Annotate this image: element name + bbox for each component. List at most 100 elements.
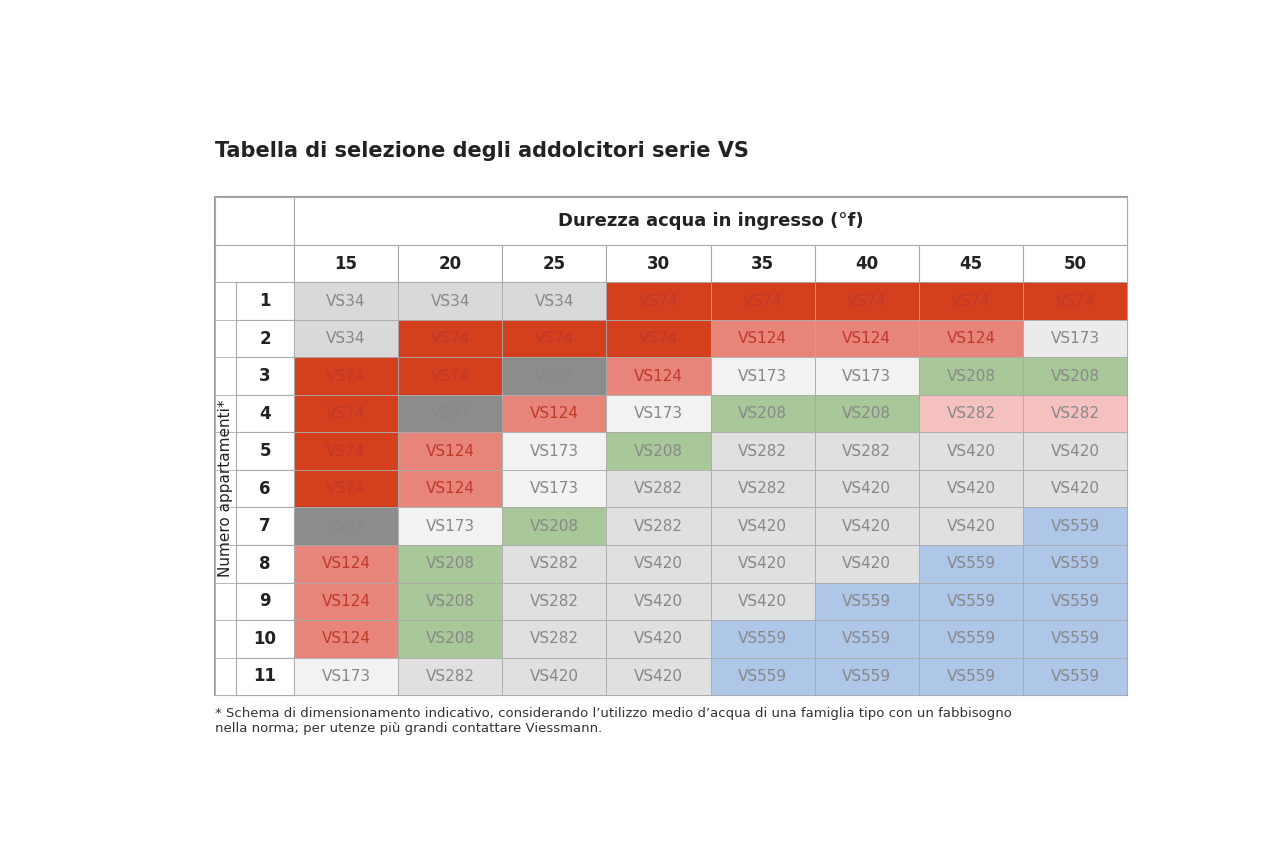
Bar — [237, 507, 294, 545]
Bar — [710, 583, 814, 620]
Bar — [398, 283, 502, 320]
Bar — [919, 545, 1023, 583]
Text: VS420: VS420 — [946, 481, 996, 496]
Bar — [237, 432, 294, 470]
Text: VS124: VS124 — [946, 331, 996, 346]
Text: 11: 11 — [253, 667, 276, 685]
Bar — [294, 620, 398, 658]
Bar — [502, 395, 607, 432]
Bar — [814, 283, 919, 320]
Bar — [294, 245, 398, 283]
Text: VS282: VS282 — [739, 481, 787, 496]
Text: VS124: VS124 — [739, 331, 787, 346]
Text: VS34: VS34 — [535, 294, 573, 309]
Bar — [710, 357, 814, 395]
Bar — [607, 395, 710, 432]
Bar — [502, 507, 607, 545]
Text: 8: 8 — [260, 555, 271, 573]
Text: VS173: VS173 — [1051, 331, 1100, 346]
Text: 6: 6 — [260, 480, 271, 498]
Bar — [607, 620, 710, 658]
Bar — [294, 283, 398, 320]
Text: 3: 3 — [260, 367, 271, 386]
Bar — [814, 395, 919, 432]
Text: 40: 40 — [855, 254, 878, 272]
Bar — [215, 470, 237, 507]
Bar — [398, 245, 502, 283]
Text: VS173: VS173 — [530, 481, 579, 496]
Bar — [919, 395, 1023, 432]
Text: VS420: VS420 — [634, 669, 684, 684]
Text: VS173: VS173 — [530, 443, 579, 459]
Text: VS559: VS559 — [739, 669, 787, 684]
Bar — [237, 283, 294, 320]
Bar — [398, 658, 502, 695]
Text: VS34: VS34 — [430, 294, 470, 309]
Bar — [215, 320, 237, 357]
Text: VS74: VS74 — [639, 294, 678, 309]
Bar — [398, 432, 502, 470]
Text: VS420: VS420 — [634, 631, 684, 647]
Bar — [294, 583, 398, 620]
Bar — [215, 545, 237, 583]
Bar — [398, 320, 502, 357]
Bar — [710, 432, 814, 470]
Text: VS87: VS87 — [430, 406, 470, 421]
Bar — [710, 245, 814, 283]
Text: VS420: VS420 — [842, 481, 891, 496]
Text: VS74: VS74 — [639, 331, 678, 346]
Text: VS208: VS208 — [634, 443, 684, 459]
Text: 15: 15 — [334, 254, 357, 272]
Text: VS173: VS173 — [634, 406, 684, 421]
Text: VS282: VS282 — [426, 669, 475, 684]
Bar — [502, 583, 607, 620]
Bar — [294, 545, 398, 583]
Text: 10: 10 — [253, 630, 276, 648]
Text: VS74: VS74 — [535, 331, 573, 346]
Bar — [919, 470, 1023, 507]
Bar — [237, 470, 294, 507]
Text: VS74: VS74 — [847, 294, 887, 309]
Text: VS420: VS420 — [946, 443, 996, 459]
Bar — [919, 432, 1023, 470]
Bar — [215, 245, 294, 283]
Bar — [607, 283, 710, 320]
Bar — [607, 432, 710, 470]
Bar — [710, 470, 814, 507]
Text: VS559: VS559 — [946, 669, 996, 684]
Text: 1: 1 — [260, 292, 271, 310]
Text: 30: 30 — [646, 254, 669, 272]
Bar — [215, 357, 237, 395]
Text: VS420: VS420 — [739, 557, 787, 571]
Bar — [710, 283, 814, 320]
Text: VS420: VS420 — [1051, 443, 1100, 459]
Text: VS173: VS173 — [739, 368, 787, 384]
Text: VS74: VS74 — [430, 331, 470, 346]
Bar — [607, 470, 710, 507]
Text: VS282: VS282 — [530, 631, 579, 647]
Bar — [237, 395, 294, 432]
Bar — [919, 583, 1023, 620]
Bar — [294, 507, 398, 545]
Text: VS87: VS87 — [535, 368, 573, 384]
Text: VS559: VS559 — [842, 594, 891, 608]
Bar — [502, 545, 607, 583]
Bar — [237, 583, 294, 620]
Text: VS282: VS282 — [1051, 406, 1100, 421]
Bar — [607, 658, 710, 695]
Text: 5: 5 — [260, 443, 271, 460]
Bar — [919, 283, 1023, 320]
Bar — [502, 470, 607, 507]
Text: VS559: VS559 — [739, 631, 787, 647]
Text: VS208: VS208 — [739, 406, 787, 421]
Bar — [502, 283, 607, 320]
Text: VS282: VS282 — [530, 557, 579, 571]
Text: VS559: VS559 — [1051, 519, 1100, 534]
Text: VS124: VS124 — [634, 368, 684, 384]
Text: VS74: VS74 — [326, 443, 366, 459]
Bar — [710, 395, 814, 432]
Text: VS208: VS208 — [530, 519, 579, 534]
Bar — [607, 507, 710, 545]
Bar — [919, 357, 1023, 395]
Bar — [215, 283, 237, 320]
